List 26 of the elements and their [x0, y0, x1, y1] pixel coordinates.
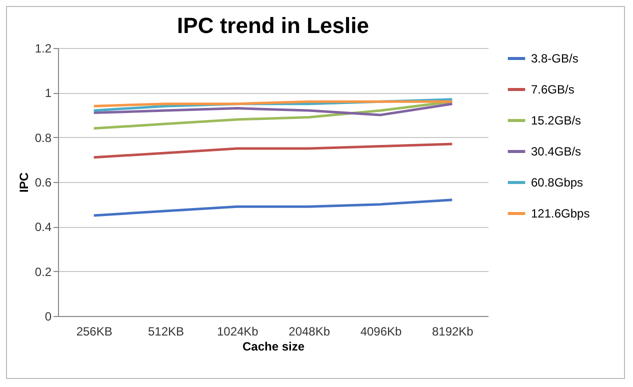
legend-label: 15.2GB/s — [531, 114, 582, 128]
y-tick-label: 1 — [44, 86, 52, 100]
y-tick-label: 0.6 — [34, 176, 52, 190]
y-tick-label: 0 — [44, 310, 52, 324]
line-series — [92, 100, 454, 130]
y-tick-label: 1.2 — [34, 42, 52, 56]
legend-label: 7.6GB/s — [531, 82, 574, 96]
y-tick-label: 0.4 — [34, 220, 52, 234]
x-tick-label: 1024Kb — [216, 324, 259, 338]
line-series — [92, 142, 454, 159]
x-tick-label: 256KB — [76, 324, 112, 338]
legend-label: 121.6Gbps — [531, 206, 590, 220]
x-tick-label: 4096Kb — [360, 324, 402, 338]
y-tick-label: 0.2 — [34, 264, 52, 279]
y-axis-title: IPC — [16, 172, 31, 193]
x-tick-label: 8192Kb — [432, 324, 474, 338]
legend-label: 3.8-GB/s — [531, 52, 578, 66]
y-tick-label: 0.8 — [34, 130, 52, 145]
line-series — [92, 102, 454, 116]
legend-label: 60.8Gbps — [531, 176, 584, 190]
chart-title: IPC trend in Leslie — [177, 13, 369, 38]
x-tick-label: 512KB — [148, 324, 184, 338]
legend-label: 30.4GB/s — [531, 144, 582, 158]
line-series — [92, 198, 454, 217]
x-tick-label: 2048Kb — [288, 324, 330, 338]
x-axis-title: Cache size — [242, 340, 305, 354]
